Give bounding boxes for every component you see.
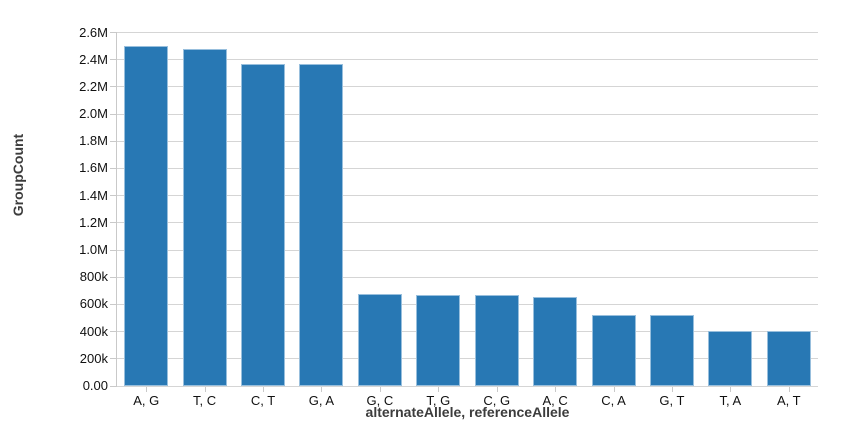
- y-tick-label-1-0m: 1.0M: [79, 242, 108, 258]
- bar-c-a[interactable]: [591, 314, 636, 386]
- x-tick-t-a: [730, 387, 732, 392]
- gridline-2-2m: [117, 86, 818, 88]
- y-tick-1-4m: [110, 195, 117, 197]
- y-tick-1-2m: [110, 222, 117, 224]
- y-tick-label-2-4m: 2.4M: [79, 51, 108, 67]
- bar-g-c[interactable]: [357, 294, 402, 386]
- bar-c-t[interactable]: [241, 63, 286, 386]
- y-tick-label-1-8m: 1.8M: [79, 133, 108, 149]
- bar-a-c[interactable]: [533, 296, 578, 386]
- gridline-0-00: [117, 385, 818, 387]
- x-tick-c-g: [496, 387, 498, 392]
- y-tick-label-600k: 600k: [79, 296, 108, 312]
- gridline-1-2m: [117, 222, 818, 224]
- y-tick-label-1-6m: 1.6M: [79, 160, 108, 176]
- y-tick-label-800k: 800k: [79, 269, 108, 285]
- bar-a-t[interactable]: [766, 330, 811, 386]
- gridline-2-0m: [117, 113, 818, 115]
- x-tick-t-g: [438, 387, 440, 392]
- x-tick-a-g: [146, 387, 148, 392]
- y-tick-400k: [110, 331, 117, 333]
- gridline-2-4m: [117, 59, 818, 61]
- x-tick-label-a-c: A, C: [542, 393, 568, 408]
- gridline-400k: [117, 331, 818, 333]
- x-tick-a-t: [788, 387, 790, 392]
- bar-g-a[interactable]: [299, 64, 344, 386]
- y-tick-600k: [110, 303, 117, 305]
- x-tick-label-c-a: C, A: [601, 393, 626, 408]
- gridline-600k: [117, 303, 818, 305]
- x-tick-t-c: [204, 387, 206, 392]
- y-tick-label-1-4m: 1.4M: [79, 187, 108, 203]
- y-tick-2-2m: [110, 86, 117, 88]
- y-tick-800k: [110, 276, 117, 278]
- x-tick-g-a: [321, 387, 323, 392]
- gridline-2-6m: [117, 32, 818, 33]
- y-tick-label-2-2m: 2.2M: [79, 78, 108, 94]
- x-tick-label-a-t: A, T: [776, 393, 801, 408]
- y-tick-200k: [110, 358, 117, 360]
- x-tick-label-t-c: T, C: [193, 393, 217, 408]
- gridline-1-0m: [117, 249, 818, 251]
- bar-t-g[interactable]: [416, 294, 461, 386]
- x-tick-g-c: [379, 387, 381, 392]
- y-tick-label-200k: 200k: [79, 350, 108, 366]
- gridline-200k: [117, 358, 818, 360]
- y-tick-label-400k: 400k: [79, 323, 108, 339]
- y-tick-2-0m: [110, 113, 117, 115]
- x-tick-c-a: [613, 387, 615, 392]
- gridline-1-4m: [117, 195, 818, 197]
- y-tick-label-2-6m: 2.6M: [79, 24, 108, 40]
- x-tick-label-c-t: C, T: [250, 393, 276, 408]
- x-tick-label-a-g: A, G: [133, 393, 160, 408]
- y-tick-1-0m: [110, 249, 117, 251]
- y-tick-1-6m: [110, 167, 117, 169]
- bar-c-g[interactable]: [474, 294, 519, 386]
- x-tick-label-c-g: C, G: [483, 393, 511, 408]
- y-axis-line: [116, 32, 117, 387]
- y-tick-1-8m: [110, 140, 117, 142]
- x-tick-label-g-t: G, T: [659, 393, 685, 408]
- y-tick-2-4m: [110, 59, 117, 61]
- y-tick-label-2-0m: 2.0M: [79, 106, 108, 122]
- y-tick-0-00: [110, 385, 117, 387]
- y-tick-2-6m: [110, 32, 117, 33]
- x-tick-label-g-c: G, C: [366, 393, 394, 408]
- gridline-800k: [117, 276, 818, 278]
- y-tick-label-1-2m: 1.2M: [79, 214, 108, 230]
- bar-t-c[interactable]: [182, 48, 227, 386]
- x-axis-title: alternateAllele, referenceAllele: [365, 404, 570, 420]
- y-tick-label-0-00: 0.00: [82, 378, 108, 393]
- x-tick-label-t-a: T, A: [719, 393, 742, 408]
- x-tick-label-t-g: T, G: [426, 393, 451, 408]
- x-tick-g-t: [671, 387, 673, 392]
- gridline-1-6m: [117, 167, 818, 169]
- bar-t-a[interactable]: [708, 330, 753, 386]
- bar-g-t[interactable]: [649, 314, 694, 386]
- gridline-1-8m: [117, 140, 818, 142]
- x-tick-a-c: [555, 387, 557, 392]
- bar-a-g[interactable]: [124, 46, 169, 386]
- x-tick-label-g-a: G, A: [308, 393, 335, 408]
- x-tick-c-t: [263, 387, 265, 392]
